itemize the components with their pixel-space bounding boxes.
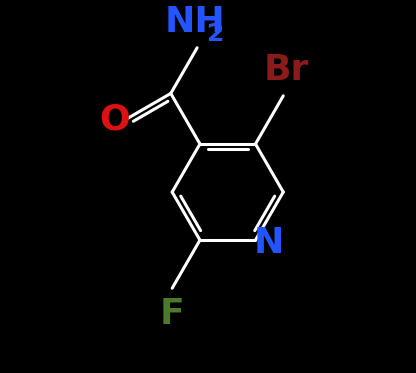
Text: Br: Br xyxy=(263,53,309,87)
Text: O: O xyxy=(99,103,130,137)
Text: NH: NH xyxy=(165,5,226,39)
Text: N: N xyxy=(254,226,284,260)
Text: F: F xyxy=(160,297,185,331)
Text: 2: 2 xyxy=(207,22,225,46)
